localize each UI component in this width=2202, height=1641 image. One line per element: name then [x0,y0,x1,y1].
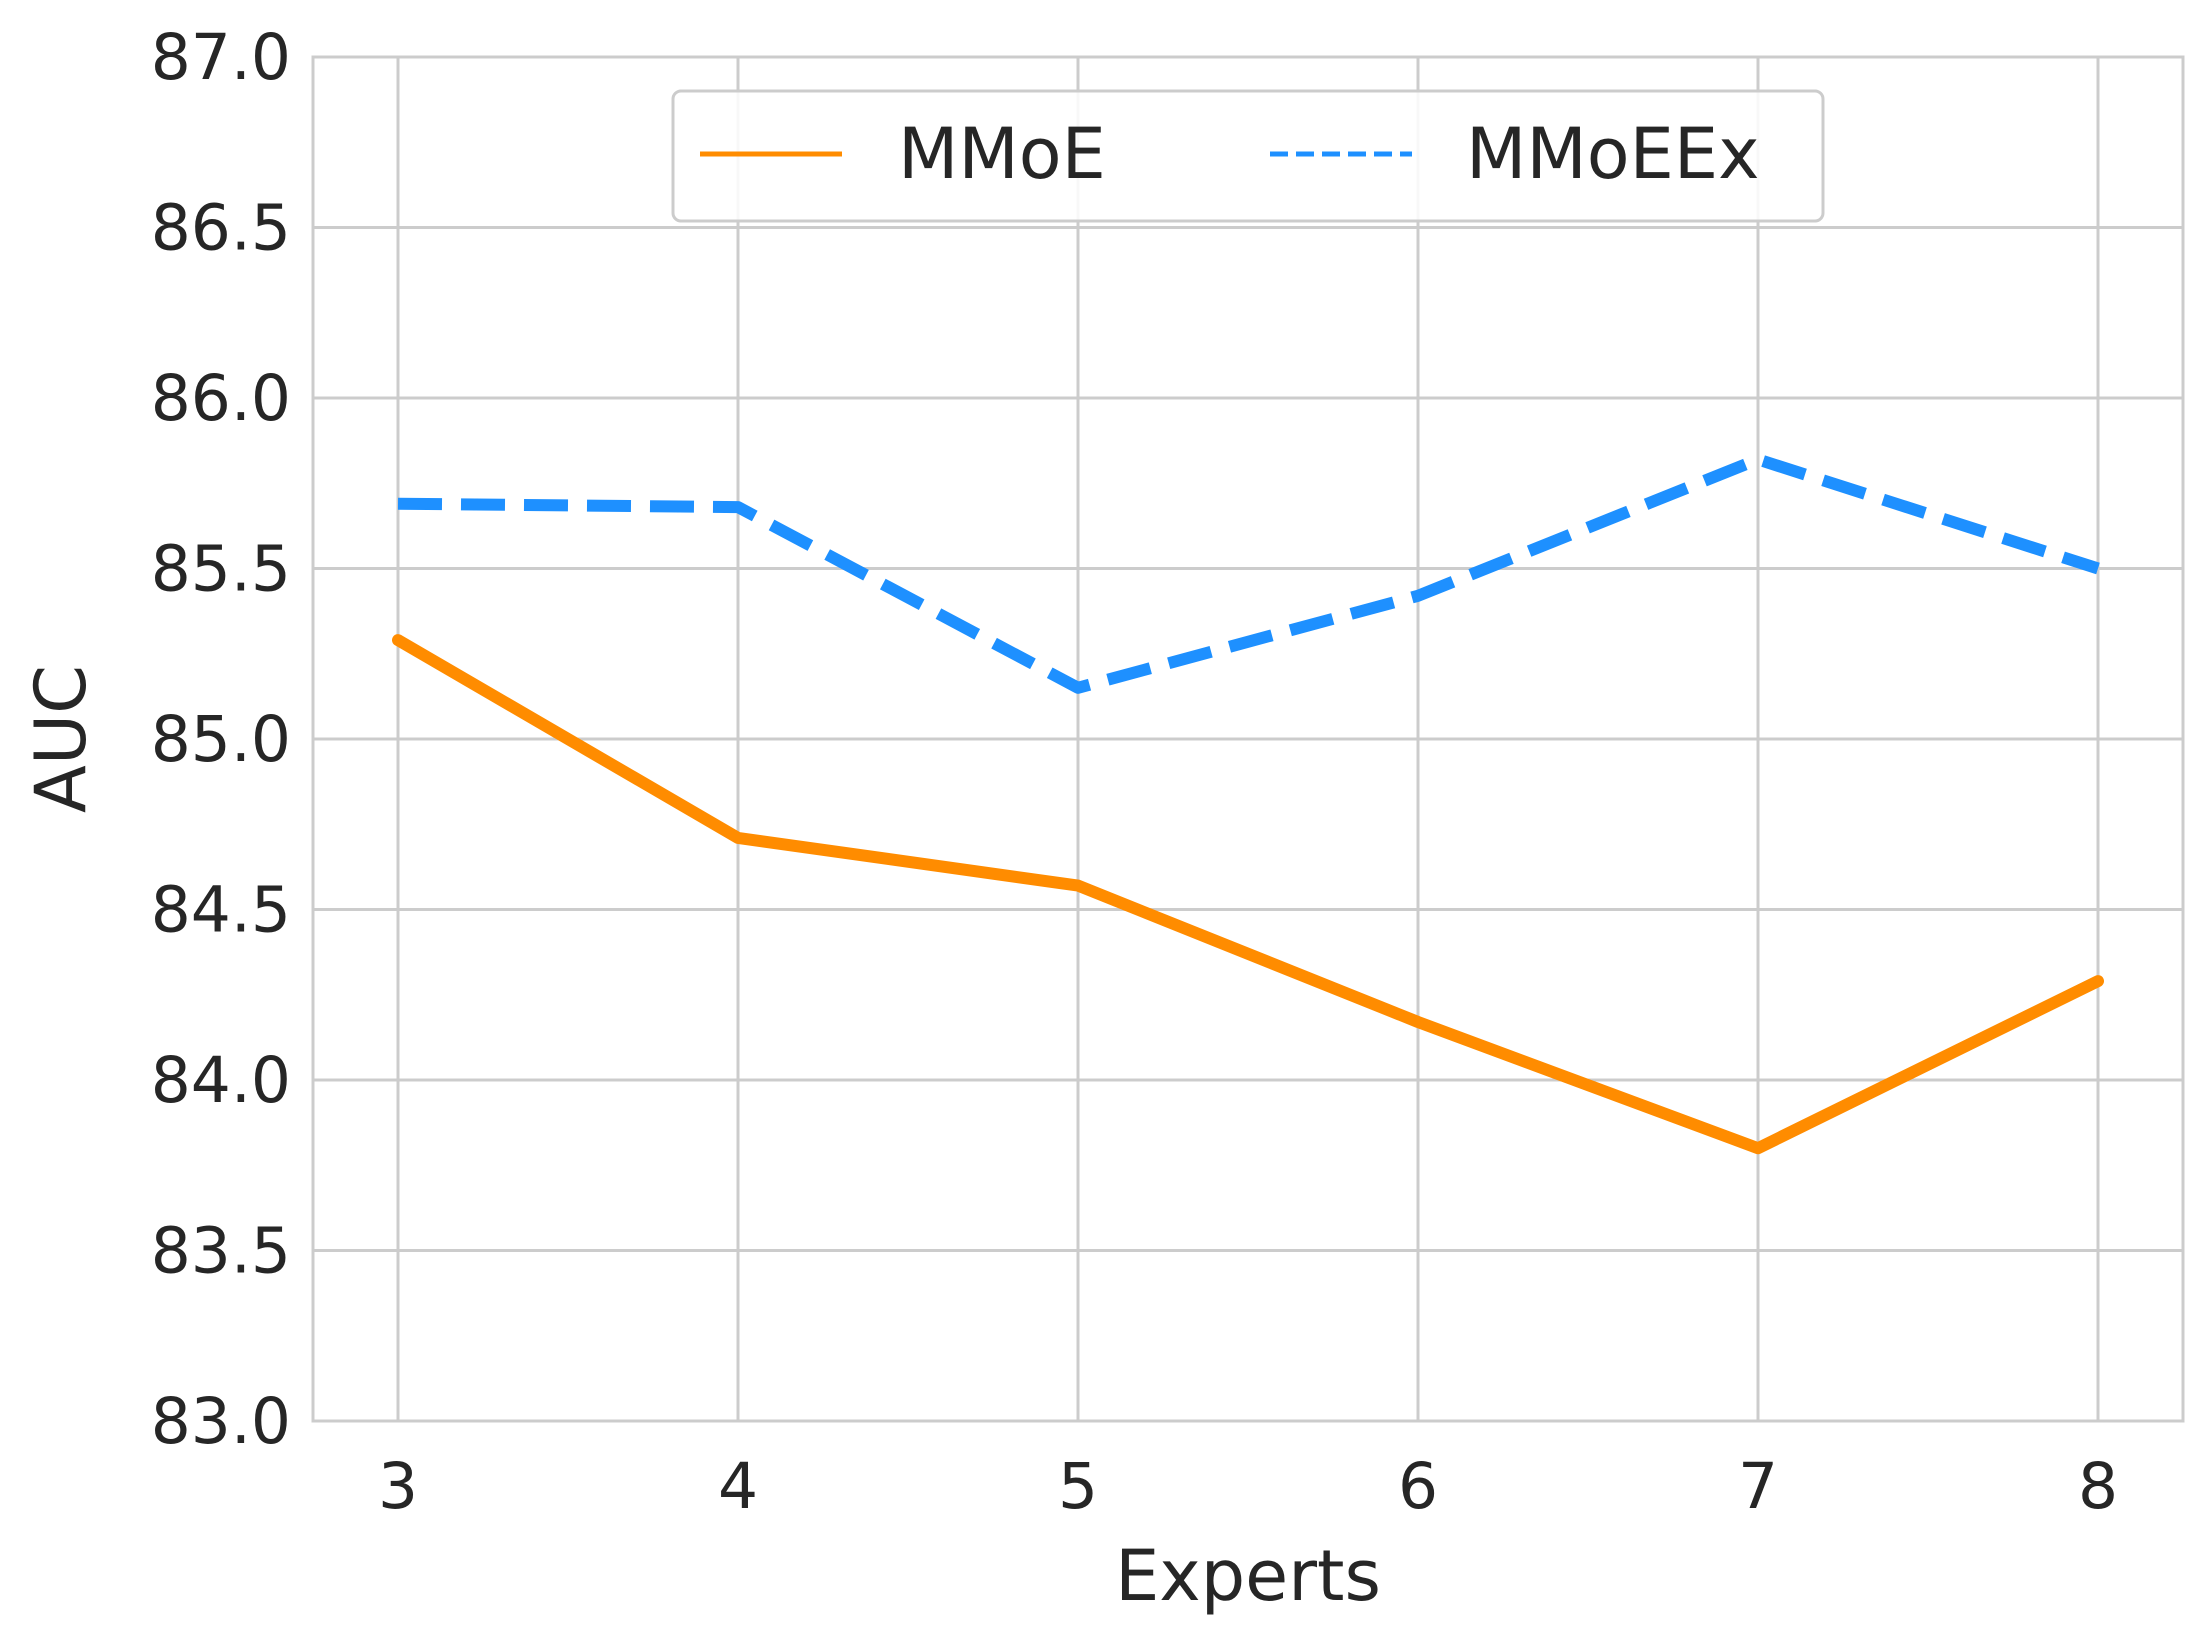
y-tick-label: 84.5 [151,874,291,947]
y-tick-label: 87.0 [151,21,291,94]
y-tick-label: 85.5 [151,533,291,606]
x-axis-label: Experts [1115,1535,1381,1617]
x-tick-label: 6 [1398,1450,1438,1523]
legend-box [671,89,1825,223]
series-line-mmoe [392,634,2104,1155]
x-tick-label: 7 [1738,1450,1778,1523]
y-tick-label: 84.0 [151,1044,291,1117]
legend-label-mmoeex: MMoEEx [1466,113,1760,195]
y-tick-label: 86.0 [151,362,291,435]
y-tick-label: 86.5 [151,192,291,265]
legend: MMoE MMoEEx [671,89,1825,223]
x-tick-label: 8 [2078,1450,2118,1523]
x-tick-label: 5 [1058,1450,1098,1523]
y-tick-label: 83.0 [151,1385,291,1458]
y-tick-label: 85.0 [151,703,291,776]
x-tick-label: 3 [378,1450,418,1523]
series-lines [392,453,2104,1155]
y-tick-labels: 83.0 83.5 84.0 84.5 85.0 85.5 86.0 86.5 87.0 [151,21,291,1458]
plot-frame [311,55,2185,1423]
legend-label-mmoe: MMoE [898,113,1106,195]
series-line-mmoeex [397,453,2100,694]
grid-lines [313,55,2183,1423]
x-tick-label: 4 [718,1450,758,1523]
y-tick-label: 83.5 [151,1215,291,1288]
x-tick-labels: 3 4 5 6 7 8 [378,1450,2118,1523]
y-axis-label: AUC [20,665,102,813]
